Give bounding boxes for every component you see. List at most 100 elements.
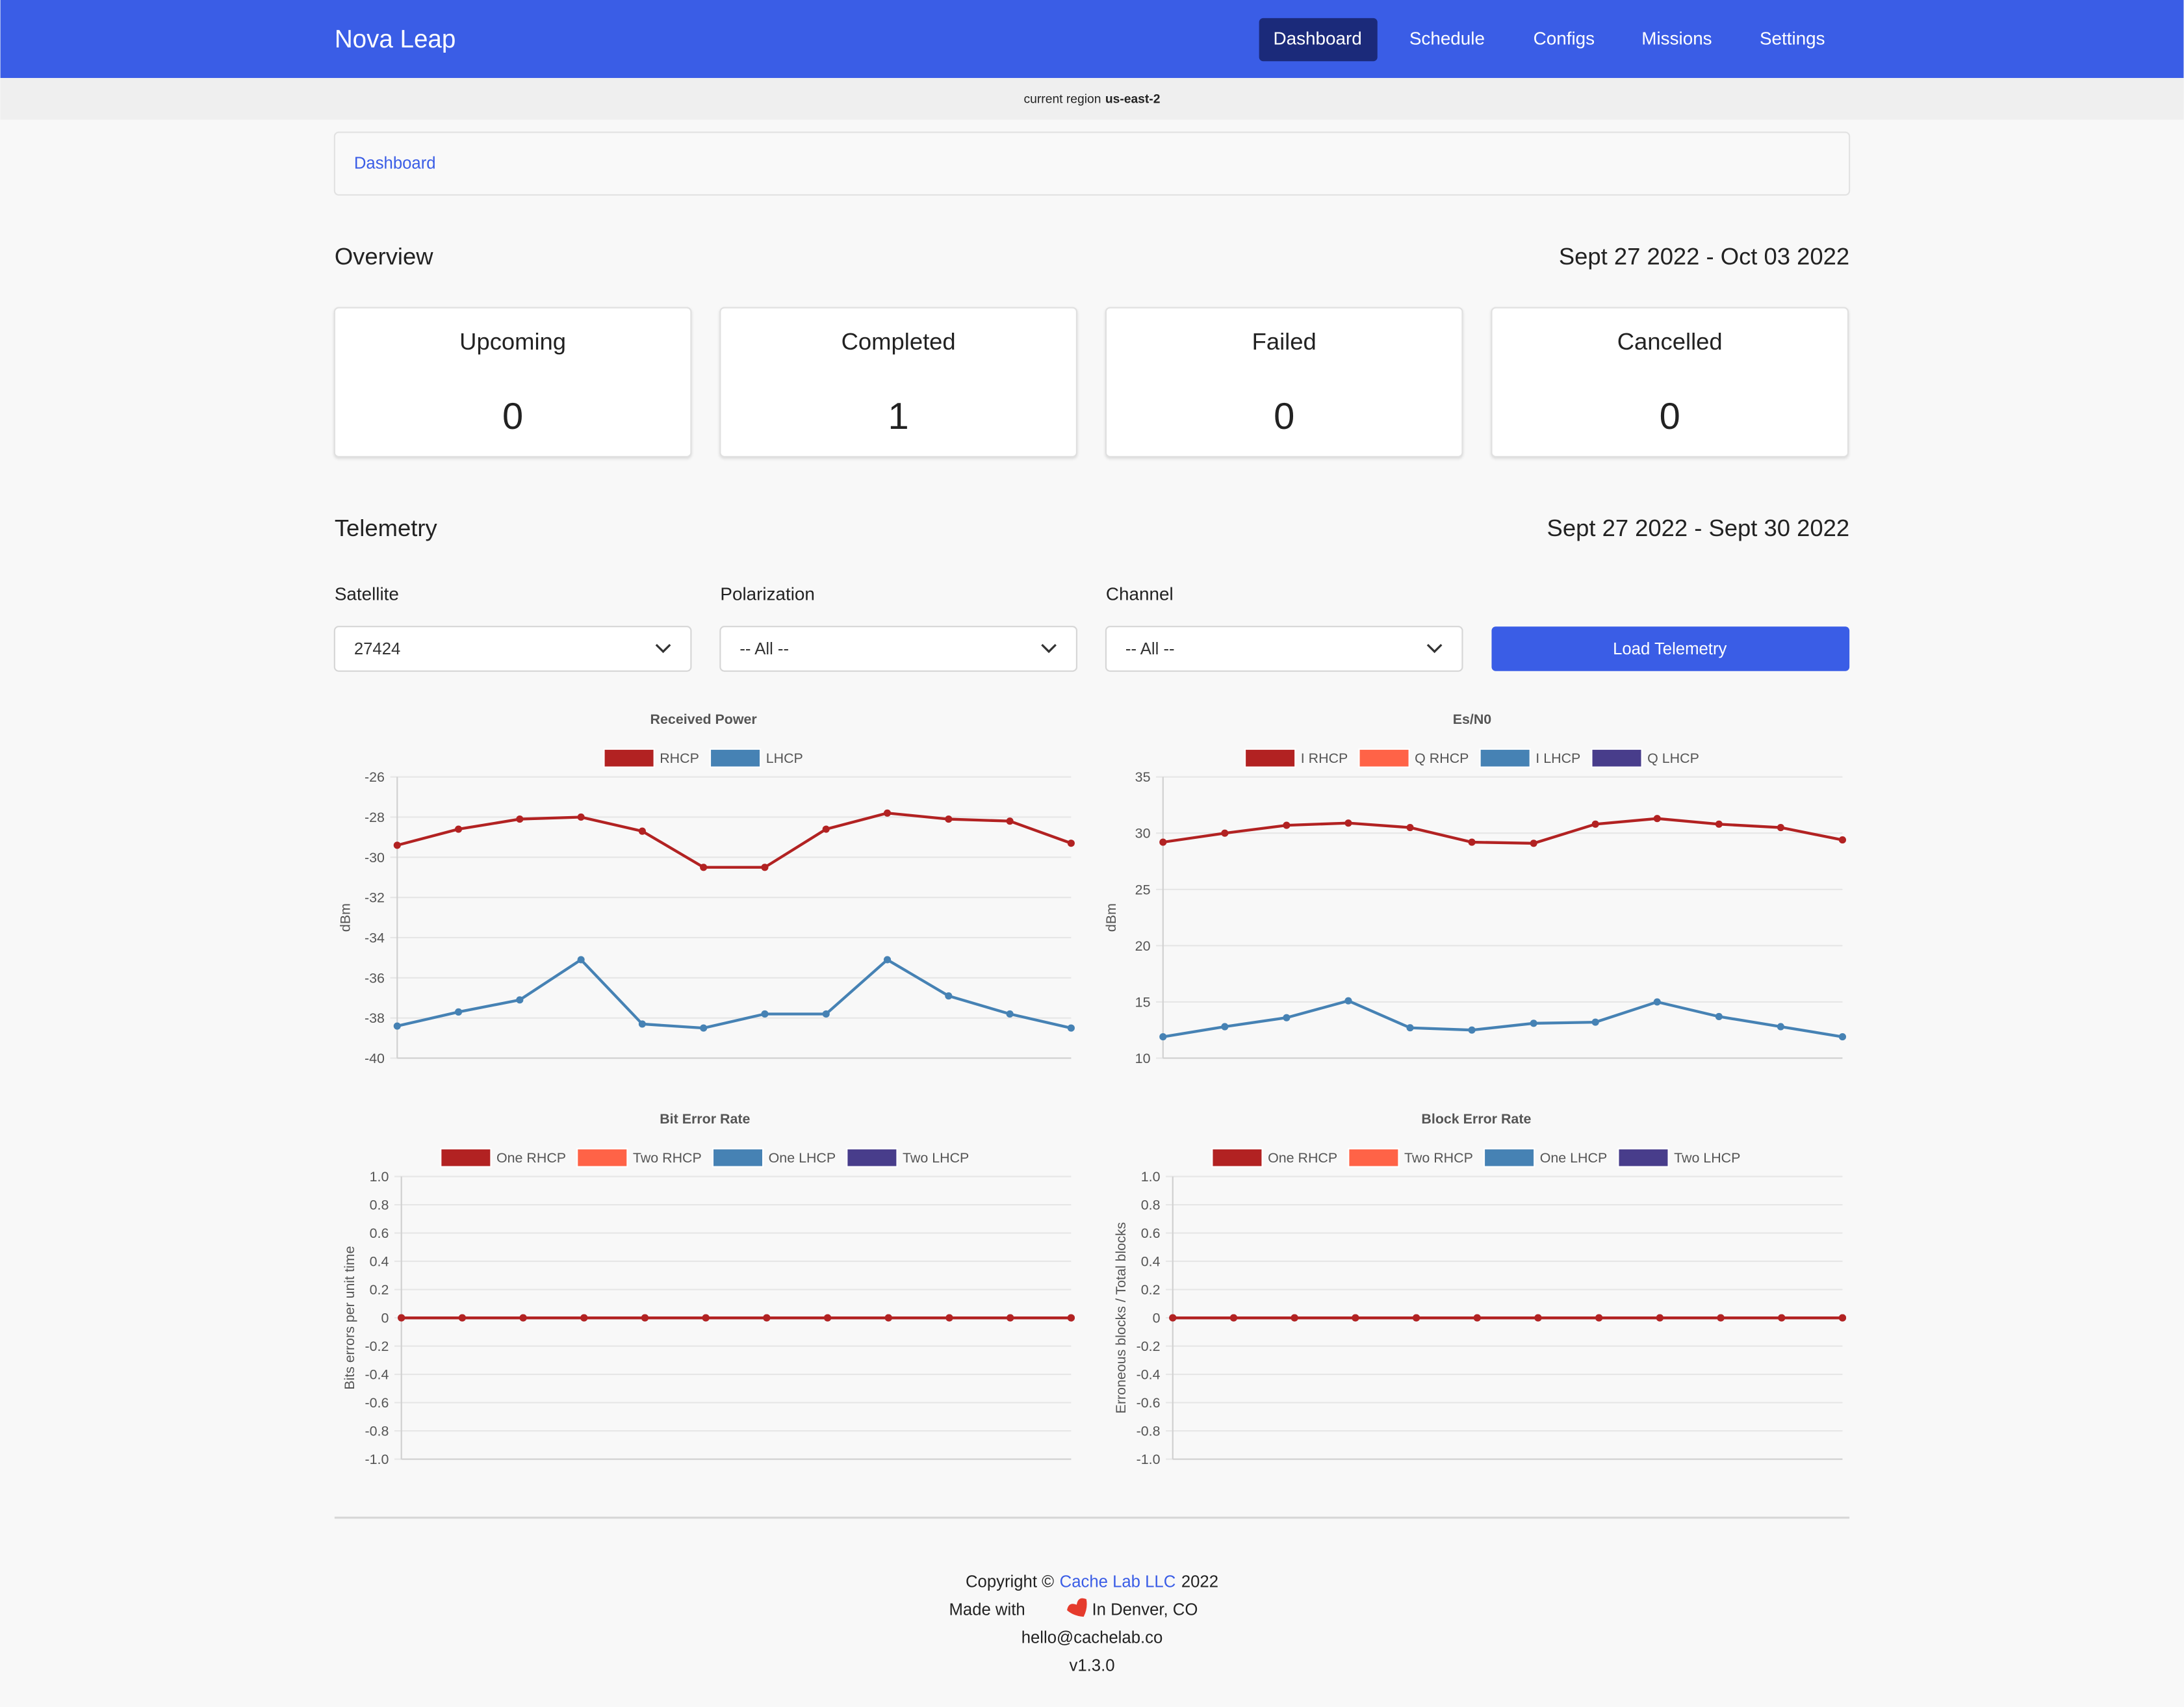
legend-swatch: [1244, 748, 1296, 768]
data-point: [761, 864, 769, 871]
data-point: [1006, 817, 1014, 825]
data-point: [945, 992, 953, 1000]
breadcrumb-link[interactable]: Dashboard: [354, 154, 436, 172]
y-tick-label: -1.0: [1137, 1452, 1161, 1467]
data-point: [1344, 997, 1352, 1005]
legend-label: Two LHCP: [1674, 1150, 1740, 1166]
data-point: [945, 1314, 953, 1322]
data-point: [883, 809, 892, 817]
legend-swatch: [1348, 1148, 1400, 1168]
data-point: [1221, 1023, 1229, 1031]
stat-card: [333, 307, 692, 457]
data-point: [1159, 838, 1167, 846]
data-point: [1715, 1012, 1723, 1020]
legend-label: One RHCP: [1268, 1150, 1337, 1166]
chart-title: Received Power: [650, 712, 757, 727]
y-tick-label: 0.4: [1141, 1254, 1161, 1270]
brand[interactable]: Nova Leap: [335, 25, 456, 53]
copyright-text: Copyright ©: [966, 1573, 1054, 1591]
navbar: [0, 0, 2184, 78]
chevron: [1426, 643, 1443, 654]
data-point: [638, 1020, 646, 1028]
data-point: [1653, 815, 1661, 823]
data-point: [1067, 1024, 1075, 1032]
y-tick-label: 0.8: [370, 1198, 389, 1213]
y-tick-label: 0.4: [370, 1254, 389, 1270]
data-point: [577, 956, 585, 964]
chart: Bit Error Rate 1.0 0.8 0.6 0.4 0.2 0 -0.2 -0.4 -0…: [342, 1111, 1075, 1467]
filters: Satellite 27424 Polarization -- All -- Chann…: [333, 584, 1463, 672]
load-button[interactable]: [1491, 626, 1850, 671]
data-point: [1778, 1314, 1786, 1322]
legend-swatch: [1479, 748, 1531, 768]
data-point: [1591, 1018, 1599, 1026]
legend-swatch: [709, 748, 762, 768]
legend-label: LHCP: [766, 751, 803, 766]
date-range: Sept 27 2022 - Sept 30 2022: [1547, 515, 1850, 541]
y-tick-label: -26: [365, 769, 385, 785]
region-value: us-east-2: [1105, 93, 1161, 107]
y-axis-title: dBm: [1103, 903, 1119, 932]
select-value[interactable]: -- All --: [1125, 640, 1175, 658]
select-value[interactable]: -- All --: [739, 640, 789, 658]
data-point: [1715, 820, 1723, 828]
select[interactable]: [719, 626, 1078, 672]
y-tick-label: -38: [365, 1010, 385, 1026]
y-tick-label: -0.6: [1137, 1395, 1161, 1411]
company-link[interactable]: Cache Lab LLC: [1060, 1573, 1176, 1591]
data-point: [1283, 821, 1291, 829]
data-point: [945, 815, 953, 823]
y-tick-label: 0.2: [1141, 1282, 1161, 1298]
data-point: [1169, 1314, 1177, 1322]
select-value[interactable]: 27424: [354, 640, 400, 658]
date-range: Sept 27 2022 - Oct 03 2022: [1559, 243, 1849, 270]
data-point: [1006, 1010, 1014, 1018]
data-point: [822, 825, 830, 833]
nav-item[interactable]: Schedule: [1409, 29, 1485, 49]
filter-label: Polarization: [720, 584, 814, 604]
card-label: Completed: [841, 328, 956, 355]
select[interactable]: [1105, 626, 1463, 672]
y-tick-label: 0.6: [1141, 1226, 1161, 1241]
nav-item[interactable]: Missions: [1641, 29, 1712, 49]
nav-item[interactable]: Configs: [1534, 29, 1595, 49]
stat-card: [719, 307, 1078, 457]
legend-label: I RHCP: [1301, 751, 1348, 766]
y-tick-label: 1.0: [1141, 1169, 1161, 1185]
nav-item[interactable]: Dashboard: [1274, 29, 1362, 49]
data-point: [822, 1010, 830, 1018]
y-tick-label: 30: [1135, 826, 1151, 841]
y-tick-label: -0.4: [365, 1367, 389, 1383]
y-tick-label: 0.6: [370, 1226, 389, 1241]
legend: One RHCP Two RHCP One LHCP Two LHCP: [1211, 1148, 1740, 1168]
data-point: [1838, 1033, 1847, 1041]
legend-swatch: [712, 1148, 764, 1168]
y-axis-title: Erroneous blocks / Total blocks: [1113, 1222, 1129, 1414]
data-point: [1656, 1314, 1664, 1322]
nav-item[interactable]: Settings: [1760, 29, 1825, 49]
copyright: Copyright © Cache Lab LLC 2022: [966, 1573, 1218, 1591]
select[interactable]: [333, 626, 692, 672]
data-point: [454, 1008, 463, 1016]
card-value: 0: [1660, 396, 1680, 437]
data-point: [454, 825, 463, 833]
made-with: Made with: [949, 1601, 1025, 1619]
data-point: [700, 864, 708, 871]
y-tick-label: 0.8: [1141, 1198, 1161, 1213]
region: current region us-east-2: [1024, 93, 1161, 107]
series-line: [396, 812, 1072, 869]
data-point: [1777, 1023, 1784, 1031]
data-point: [1067, 840, 1075, 847]
legend-swatch: [1591, 748, 1643, 768]
button-label[interactable]: Load Telemetry: [1613, 640, 1727, 658]
legend: RHCP LHCP: [603, 748, 803, 768]
legend-swatch: [1211, 1148, 1263, 1168]
legend: One RHCP Two RHCP One LHCP Two LHCP: [440, 1148, 969, 1168]
chart: Block Error Rate 1.0 0.8 0.6 0.4 0.2 0 -0.2 -0.4…: [1113, 1111, 1847, 1467]
legend-swatch: [846, 1148, 898, 1168]
data-point: [641, 1314, 649, 1322]
y-tick-label: -0.8: [365, 1424, 389, 1439]
data-point: [1229, 1314, 1238, 1322]
